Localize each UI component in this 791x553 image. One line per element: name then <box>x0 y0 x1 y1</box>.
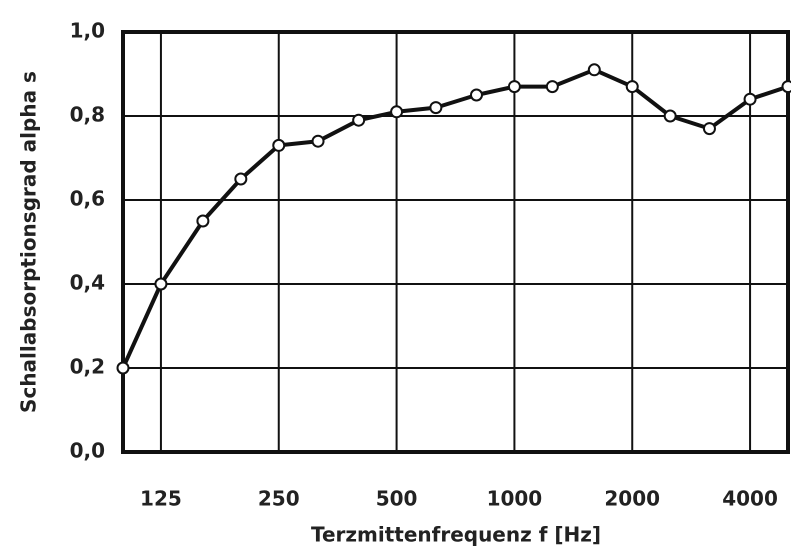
x-tick-label: 500 <box>376 487 418 511</box>
y-tick-label: 0,4 <box>70 271 105 295</box>
data-point <box>154 277 168 291</box>
x-tick-label: 250 <box>258 487 300 511</box>
data-point <box>625 80 639 94</box>
data-point <box>311 134 325 148</box>
data-point <box>352 113 366 127</box>
data-point <box>196 214 210 228</box>
y-tick-label: 0,2 <box>70 355 105 379</box>
data-point <box>390 105 404 119</box>
y-axis-title: Schallabsorptionsgrad alpha s <box>17 71 41 413</box>
data-point <box>429 101 443 115</box>
data-point <box>587 63 601 77</box>
x-tick-label: 125 <box>140 487 182 511</box>
data-line <box>121 67 789 369</box>
data-point <box>507 80 521 94</box>
data-point <box>743 92 757 106</box>
plot-frame <box>121 30 790 454</box>
x-tick-label: 1000 <box>487 487 543 511</box>
y-tick-label: 1,0 <box>70 19 105 43</box>
data-point <box>272 138 286 152</box>
data-point <box>702 122 716 136</box>
data-point <box>663 109 677 123</box>
x-axis-title: Terzmittenfrequenz f [Hz] <box>311 523 601 547</box>
y-tick-label: 0,0 <box>70 439 105 463</box>
x-tick-label: 4000 <box>722 487 778 511</box>
y-tick-label: 0,8 <box>70 103 105 127</box>
data-point <box>234 172 248 186</box>
y-tick-label: 0,6 <box>70 187 105 211</box>
data-point <box>781 80 791 94</box>
data-point <box>469 88 483 102</box>
data-point <box>116 361 130 375</box>
data-point <box>545 80 559 94</box>
x-tick-label: 2000 <box>604 487 660 511</box>
